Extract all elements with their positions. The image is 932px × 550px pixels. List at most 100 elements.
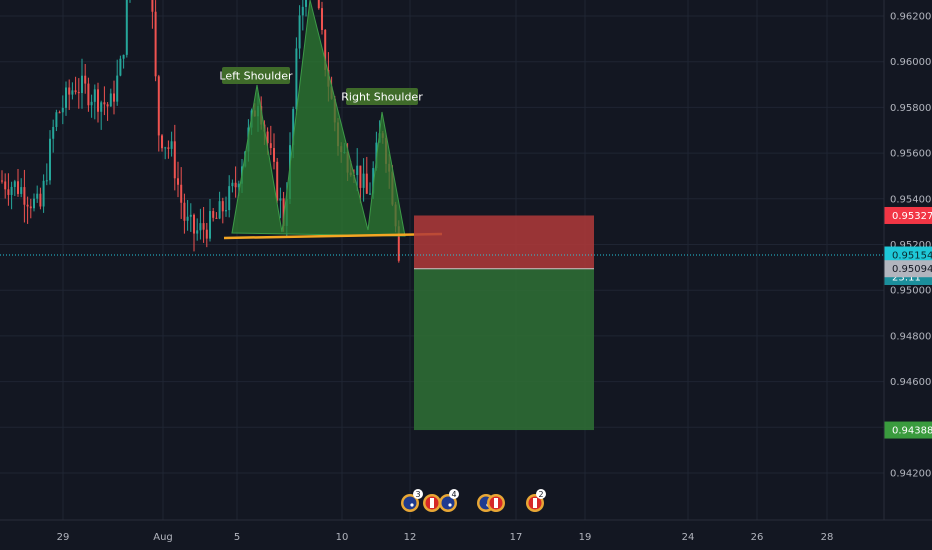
price-tick-label: 0.94600 (890, 377, 931, 388)
candle-body (52, 126, 55, 139)
candle-body (4, 181, 7, 190)
price-tick-label: 0.96000 (890, 57, 931, 68)
candle-body (273, 148, 275, 162)
annotation-box (346, 88, 418, 105)
candle-body (103, 102, 106, 105)
star-icon (448, 503, 452, 507)
candle-body (122, 54, 125, 59)
candle-body (276, 161, 279, 201)
candle-body (209, 211, 211, 239)
price-tick-label: 0.95800 (890, 103, 931, 114)
annotation-label: Left Shoulder (219, 70, 293, 83)
event-count-badge (536, 489, 546, 499)
candle-body (17, 181, 19, 194)
time-tick-label: 19 (579, 532, 592, 543)
time-tick-label: 24 (682, 532, 695, 543)
candle-body (234, 182, 237, 188)
australia-flag-icon[interactable] (441, 496, 455, 510)
candle-body (301, 6, 304, 16)
candle-body (74, 90, 77, 93)
candle-body (45, 180, 48, 182)
candle-body (369, 193, 371, 195)
time-tick-label: 5 (234, 532, 240, 543)
event-count-label: 4 (451, 490, 456, 499)
candle-body (193, 214, 195, 234)
maple-leaf-icon (430, 498, 434, 508)
candle-body (317, 0, 320, 9)
time-tick-label: 28 (821, 532, 834, 543)
candle-body (177, 178, 179, 185)
stop-loss-zone (414, 215, 594, 269)
candle-body (87, 83, 90, 106)
candle-body (164, 147, 167, 149)
candle-body (26, 204, 29, 207)
candle-body (7, 189, 10, 195)
entry-price-tag: 0.95094 (892, 264, 932, 275)
price-tick-label: 0.96200 (890, 12, 931, 23)
candle-body (36, 193, 39, 199)
candle-body (221, 201, 224, 212)
event-count-badge (413, 489, 423, 499)
maple-leaf-icon (494, 498, 498, 508)
time-tick-label: 12 (404, 532, 417, 543)
candle-body (81, 75, 83, 94)
candle-body (225, 210, 227, 212)
candle-body (173, 141, 176, 179)
candle-body (183, 202, 186, 221)
candle-body (23, 187, 26, 205)
price-tick-label: 0.94200 (890, 469, 931, 480)
candle-body (29, 206, 32, 209)
candle-body (161, 135, 163, 149)
time-tick-label: 29 (57, 532, 70, 543)
candle-body (84, 75, 87, 84)
candle-body (151, 0, 154, 12)
price-tick-label: 0.95200 (890, 240, 931, 251)
candle-body (202, 223, 205, 230)
event-count-badge (449, 489, 459, 499)
candle-body (205, 229, 208, 239)
candle-body (65, 87, 67, 108)
candle-body (295, 48, 298, 110)
candle-body (170, 141, 173, 149)
candle-body (298, 15, 301, 49)
candle-body (68, 87, 71, 95)
countdown-tag: 23:11 (892, 273, 921, 284)
annotation-label: Right Shoulder (341, 91, 423, 104)
candle-body (77, 92, 80, 94)
entry-price-tag-bg (884, 260, 932, 278)
stop-price-tag-bg (884, 206, 932, 224)
price-tick-label: 0.95600 (890, 149, 931, 160)
candle-body (269, 143, 272, 149)
candle-body (61, 107, 64, 113)
candle-body (42, 180, 45, 207)
candle-body (397, 226, 400, 261)
current-price-tag-bg (884, 246, 932, 264)
candle-body (116, 75, 119, 102)
candle-body (196, 230, 199, 234)
candle-body (71, 90, 74, 95)
candle-body (282, 198, 285, 226)
candle-body (106, 104, 109, 107)
maple-leaf-icon (533, 498, 537, 508)
candle-body (93, 89, 96, 102)
target-price-tag-bg (884, 421, 932, 439)
candle-body (49, 138, 51, 181)
head-and-shoulders-pattern (231, 0, 406, 237)
candle-body (154, 11, 157, 77)
candle-body (33, 198, 35, 209)
australia-flag-icon[interactable] (403, 496, 417, 510)
candle-body (212, 211, 215, 218)
stop-price-tag: 0.95327 (892, 211, 932, 222)
candle-body (324, 29, 327, 70)
annotation-box (222, 67, 290, 84)
candle-body (55, 112, 58, 127)
time-tick-label: 10 (336, 532, 349, 543)
candle-body (167, 147, 170, 149)
candle-body (321, 8, 323, 30)
price-tick-label: 0.94800 (890, 331, 931, 342)
candle-body (113, 93, 115, 102)
current-price-tag: 0.95154 (892, 251, 932, 262)
candle-body (356, 165, 359, 176)
